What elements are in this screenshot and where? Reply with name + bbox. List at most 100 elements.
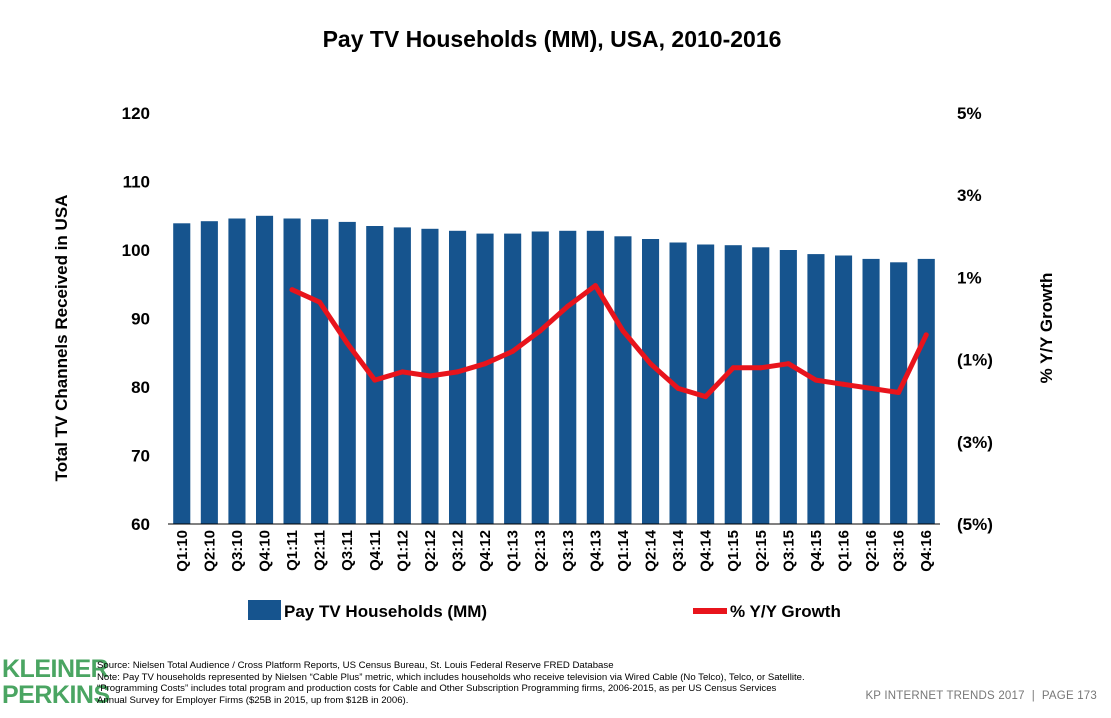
x-tick-label: Q3:15 bbox=[780, 530, 797, 572]
growth-point-Q2-15 bbox=[758, 365, 764, 371]
bar-Q1-13 bbox=[504, 233, 522, 524]
growth-point-Q2-11 bbox=[317, 299, 323, 305]
bar-Q1-12 bbox=[393, 227, 411, 524]
x-tick-label: Q1:12 bbox=[394, 530, 411, 572]
legend-label-growth: % Y/Y Growth bbox=[730, 602, 841, 621]
x-tick-label: Q1:10 bbox=[174, 530, 191, 572]
y2-tick-label: 5% bbox=[957, 104, 982, 123]
growth-point-Q1-12 bbox=[399, 369, 405, 375]
growth-line-series bbox=[289, 283, 929, 400]
source-note: Source: Nielsen Total Audience / Cross P… bbox=[97, 660, 614, 671]
growth-point-Q3-14 bbox=[675, 385, 681, 391]
growth-point-Q3-15 bbox=[785, 361, 791, 367]
chart-title: Pay TV Households (MM), USA, 2010-2016 bbox=[323, 26, 782, 52]
footer-separator: | bbox=[1031, 690, 1035, 702]
growth-point-Q2-12 bbox=[427, 373, 433, 379]
bar-Q3-13 bbox=[559, 230, 577, 525]
legend-swatch-households bbox=[248, 600, 281, 620]
x-tick-label: Q4:16 bbox=[918, 530, 935, 572]
bar-Q1-15 bbox=[724, 245, 742, 524]
bar-Q1-11 bbox=[283, 218, 301, 524]
growth-point-Q4-16 bbox=[923, 332, 929, 338]
bar-Q4-13 bbox=[586, 230, 604, 525]
growth-point-Q4-15 bbox=[813, 377, 819, 383]
growth-point-Q1-11 bbox=[289, 287, 295, 293]
bar-Q1-14 bbox=[614, 236, 632, 525]
logo-line-1: KLEINER bbox=[2, 655, 109, 683]
bar-Q4-10 bbox=[256, 215, 274, 525]
page-footer: KP INTERNET TRENDS 2017 | PAGE 173 bbox=[865, 690, 1097, 702]
growth-point-Q2-14 bbox=[648, 361, 653, 367]
y2-axis-ticks: (5%) (3%) (1%) 1% 3% 5% bbox=[957, 104, 993, 534]
y2-tick-label: 1% bbox=[957, 268, 982, 287]
bar-Q4-12 bbox=[476, 233, 494, 524]
x-axis-ticks: Q1:10 Q2:10 Q3:10 Q4:10 Q1:11 Q2:11 Q3:11 Q4:11… bbox=[174, 529, 935, 571]
x-tick-label: Q3:11 bbox=[339, 530, 356, 571]
x-tick-label: Q1:11 bbox=[284, 530, 301, 571]
bar-Q1-16 bbox=[835, 255, 853, 524]
bar-Q2-11 bbox=[311, 219, 329, 524]
y2-tick-label: (3%) bbox=[957, 433, 993, 452]
y-tick-label: 60 bbox=[131, 515, 150, 534]
x-tick-label: Q2:16 bbox=[863, 530, 880, 572]
growth-point-Q1-16 bbox=[841, 381, 846, 387]
growth-point-Q4-13 bbox=[592, 283, 598, 289]
x-tick-label: Q2:13 bbox=[532, 530, 549, 572]
y-tick-label: 90 bbox=[131, 310, 150, 329]
bar-Q2-14 bbox=[642, 239, 660, 524]
growth-point-Q4-14 bbox=[703, 394, 709, 400]
bar-Q4-14 bbox=[697, 244, 715, 524]
x-tick-label: Q2:11 bbox=[312, 530, 329, 571]
y-axis-label: Total TV Channels Received in USA bbox=[52, 195, 71, 482]
x-tick-label: Q2:12 bbox=[422, 530, 439, 572]
bar-Q3-10 bbox=[228, 218, 246, 524]
x-tick-label: Q1:14 bbox=[615, 529, 632, 571]
y2-axis-label: % Y/Y Growth bbox=[1037, 273, 1056, 384]
growth-point-Q3-16 bbox=[896, 390, 902, 395]
y-tick-label: 100 bbox=[122, 241, 150, 260]
bar-Q3-11 bbox=[338, 221, 356, 524]
bar-Q4-16 bbox=[917, 258, 935, 524]
footnotes: Source: Nielsen Total Audience / Cross P… bbox=[97, 660, 807, 706]
growth-point-Q2-13 bbox=[537, 328, 543, 334]
growth-point-Q1-14 bbox=[620, 328, 626, 334]
x-tick-label: Q2:10 bbox=[201, 530, 218, 572]
x-tick-label: Q4:13 bbox=[587, 530, 604, 572]
bar-Q2-13 bbox=[531, 231, 549, 524]
growth-point-Q4-12 bbox=[482, 361, 488, 367]
x-tick-label: Q2:15 bbox=[753, 530, 770, 572]
y2-tick-label: (1%) bbox=[957, 351, 993, 370]
x-tick-label: Q3:12 bbox=[450, 530, 467, 572]
bar-Q1-10 bbox=[173, 223, 191, 525]
legend: Pay TV Households (MM) % Y/Y Growth bbox=[248, 600, 841, 621]
x-tick-label: Q1:13 bbox=[505, 530, 522, 572]
x-tick-label: Q3:10 bbox=[229, 530, 246, 572]
kleiner-perkins-logo: KLEINER PERKINS bbox=[2, 655, 110, 709]
bar-Q3-12 bbox=[449, 230, 467, 525]
y-tick-label: 70 bbox=[131, 447, 150, 466]
growth-point-Q4-11 bbox=[372, 377, 378, 383]
growth-point-Q1-13 bbox=[510, 348, 516, 354]
bar-Q4-11 bbox=[366, 226, 384, 524]
x-tick-label: Q3:13 bbox=[560, 530, 577, 572]
growth-point-Q1-15 bbox=[730, 365, 736, 371]
bar-Q2-10 bbox=[200, 221, 218, 524]
x-tick-label: Q1:15 bbox=[725, 530, 742, 572]
growth-line bbox=[289, 283, 929, 400]
growth-point-Q3-13 bbox=[565, 303, 571, 309]
report-name: KP INTERNET TRENDS 2017 bbox=[865, 690, 1025, 702]
x-tick-label: Q4:14 bbox=[698, 529, 715, 571]
y-tick-label: 80 bbox=[131, 378, 150, 397]
bar-Q2-16 bbox=[862, 258, 880, 524]
logo-line-2: PERKINS bbox=[2, 681, 110, 709]
x-tick-label: Q4:15 bbox=[808, 530, 825, 572]
legend-label-households: Pay TV Households (MM) bbox=[284, 602, 487, 621]
bar-Q3-14 bbox=[669, 242, 687, 524]
x-tick-label: Q2:14 bbox=[643, 529, 660, 571]
growth-point-Q3-12 bbox=[455, 369, 460, 375]
bar-Q4-15 bbox=[807, 254, 825, 524]
x-tick-label: Q4:12 bbox=[477, 530, 494, 572]
growth-point-Q2-16 bbox=[868, 385, 874, 391]
y2-tick-label: 3% bbox=[957, 186, 982, 205]
